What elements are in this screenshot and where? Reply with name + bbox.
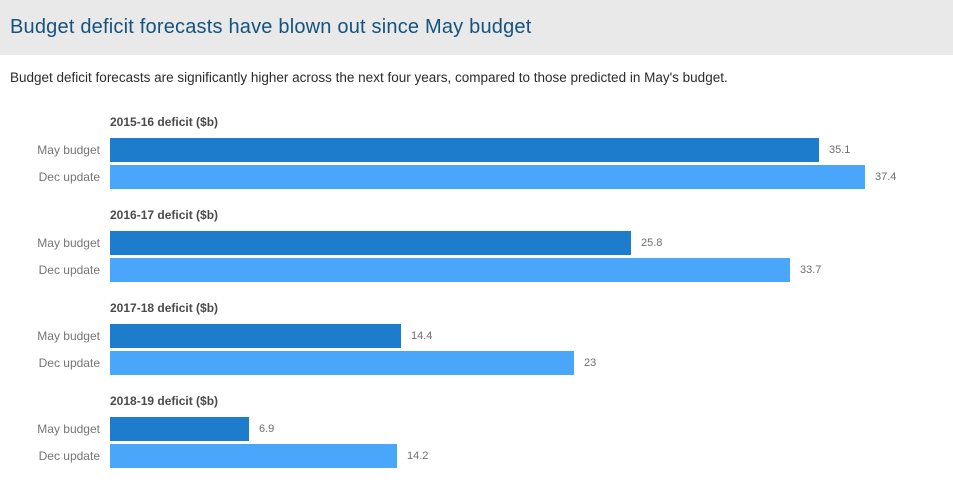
dec-update-bar — [110, 351, 574, 375]
chart-group: 2016-17 deficit ($b) May budget 25.8 Dec up… — [0, 208, 953, 282]
bar-row: Dec update 23 — [0, 351, 953, 375]
group-title: 2018-19 deficit ($b) — [110, 394, 219, 408]
row-label: Dec update — [38, 449, 100, 463]
row-label: May budget — [37, 236, 100, 250]
may-budget-bar — [110, 324, 401, 348]
page-title: Budget deficit forecasts have blown out … — [10, 16, 532, 38]
bar-row: Dec update 14.2 — [0, 444, 953, 468]
bar-row: May budget 14.4 — [0, 324, 953, 348]
deficit-bar-chart: 2015-16 deficit ($b) May budget 35.1 Dec up… — [0, 87, 953, 468]
row-label: May budget — [37, 422, 100, 436]
value-label: 37.4 — [875, 171, 897, 183]
may-budget-bar — [110, 231, 631, 255]
value-label: 14.2 — [407, 450, 429, 462]
bar-row: May budget 25.8 — [0, 231, 953, 255]
row-label: Dec update — [38, 170, 100, 184]
may-budget-bar — [110, 138, 819, 162]
chart-group: 2018-19 deficit ($b) May budget 6.9 Dec upd… — [0, 394, 953, 468]
value-label: 23 — [584, 357, 597, 369]
group-title: 2017-18 deficit ($b) — [110, 301, 219, 315]
value-label: 35.1 — [829, 144, 851, 156]
bar-row: Dec update 33.7 — [0, 258, 953, 282]
chart-subtitle: Budget deficit forecasts are significant… — [10, 70, 728, 85]
row-label: Dec update — [38, 356, 100, 370]
row-label: May budget — [37, 143, 100, 157]
dec-update-bar — [110, 165, 865, 189]
bar-row: Dec update 37.4 — [0, 165, 953, 189]
chart-group: 2017-18 deficit ($b) May budget 14.4 Dec up… — [0, 301, 953, 375]
dec-update-bar — [110, 258, 790, 282]
bar-row: May budget 35.1 — [0, 138, 953, 162]
row-label: Dec update — [38, 263, 100, 277]
chart-group: 2015-16 deficit ($b) May budget 35.1 Dec up… — [0, 115, 953, 189]
value-label: 25.8 — [641, 237, 663, 249]
dec-update-bar — [110, 444, 397, 468]
value-label: 14.4 — [411, 330, 433, 342]
group-title: 2015-16 deficit ($b) — [110, 115, 219, 129]
header-bar: Budget deficit forecasts have blown out … — [0, 0, 953, 55]
bar-row: May budget 6.9 — [0, 417, 953, 441]
value-label: 33.7 — [800, 264, 822, 276]
may-budget-bar — [110, 417, 249, 441]
row-label: May budget — [37, 329, 100, 343]
value-label: 6.9 — [259, 423, 275, 435]
group-title: 2016-17 deficit ($b) — [110, 208, 219, 222]
